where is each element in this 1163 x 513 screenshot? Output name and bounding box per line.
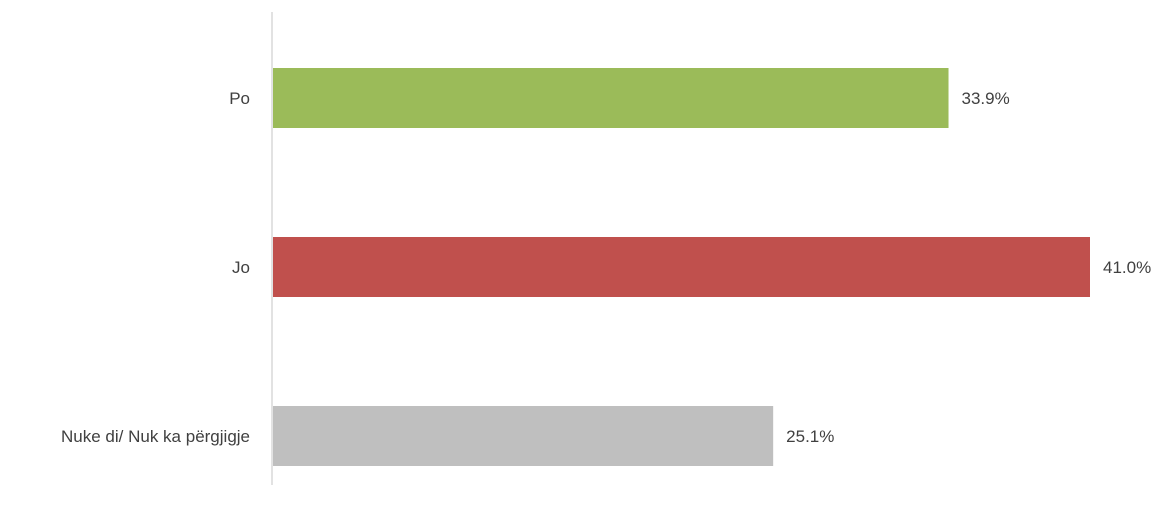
category-label-2: Nuke di/ Nuk ka përgjigje [61, 427, 250, 446]
bar-2 [273, 406, 774, 466]
bar-0 [273, 68, 949, 128]
value-label-1: 41.0% [1103, 258, 1151, 277]
category-label-1: Jo [232, 258, 250, 277]
category-label-0: Po [229, 89, 250, 108]
bar-1 [273, 237, 1090, 297]
value-label-2: 25.1% [786, 427, 834, 446]
value-label-0: 33.9% [962, 89, 1010, 108]
bars-layer: Po 33.9% Jo 41.0% Nuke di/ Nuk ka përgjigje 2… [61, 68, 1151, 466]
